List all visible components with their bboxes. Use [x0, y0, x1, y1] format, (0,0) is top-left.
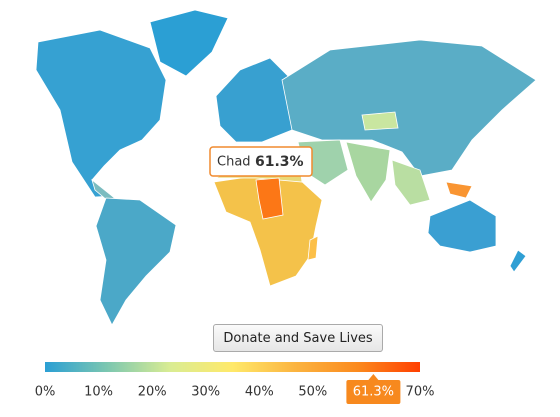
papua	[445, 181, 473, 199]
tooltip-value: 61.3%	[255, 154, 304, 170]
legend: 0% 10% 20% 30% 40% 50% 70% 61.3%	[35, 362, 435, 404]
tooltip-box	[209, 146, 313, 177]
legend-tick-label: 10%	[84, 385, 113, 400]
south-america	[95, 197, 177, 326]
world-map	[35, 9, 537, 326]
madagascar	[307, 235, 319, 261]
south-asia	[345, 141, 391, 203]
legend-tick-label: 40%	[245, 385, 274, 400]
donate-button[interactable]: Donate and Save Lives	[213, 324, 383, 352]
legend-bar	[45, 362, 420, 372]
legend-marker	[346, 380, 401, 404]
europe	[215, 57, 293, 143]
tooltip: Chad 61.3%	[209, 146, 313, 177]
legend-tick-label: 30%	[191, 385, 220, 400]
legend-tick-label: 20%	[138, 385, 167, 400]
new-zealand	[509, 249, 527, 273]
mongolia	[361, 111, 399, 131]
southeast-asia	[391, 159, 431, 206]
north-america	[35, 29, 167, 198]
chad[interactable]	[255, 177, 284, 220]
legend-tick-label: 50%	[298, 385, 327, 400]
asia	[281, 39, 537, 177]
legend-tick-label: 70%	[406, 385, 435, 400]
greenland	[149, 9, 229, 77]
legend-marker-label: 61.3%	[353, 385, 394, 400]
tooltip-country: Chad	[217, 155, 251, 170]
legend-tick-label: 0%	[35, 385, 56, 400]
australia	[427, 199, 497, 253]
legend-marker-arrow	[368, 374, 379, 380]
